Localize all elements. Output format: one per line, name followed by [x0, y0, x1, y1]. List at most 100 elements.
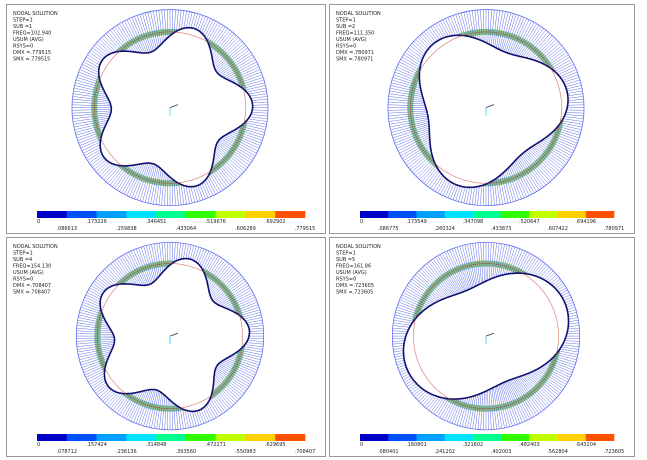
- displacement-vector: [475, 394, 479, 429]
- colorbar-label: .482403: [519, 442, 540, 448]
- displacement-vector: [480, 186, 481, 206]
- info-line: USUM (AVG): [13, 270, 44, 276]
- displacement-vector: [407, 50, 422, 61]
- colorbar-label: .694196: [575, 219, 596, 225]
- displacement-vector: [568, 325, 579, 326]
- displacement-vector: [196, 186, 201, 201]
- colorbar-segment: [529, 211, 558, 218]
- displacement-vector: [393, 323, 411, 326]
- displacement-vector: [399, 367, 407, 370]
- deformed-shape: [99, 28, 253, 187]
- colorbar-label: .314848: [146, 442, 167, 448]
- displacement-vector: [179, 10, 181, 30]
- displacement-vector: [179, 243, 181, 260]
- info-line: FREQ=161.86: [336, 264, 371, 270]
- colorbar-segment: [126, 211, 156, 218]
- displacement-vector: [397, 362, 405, 365]
- colorbar-label: .643204: [575, 442, 596, 448]
- displacement-vector: [250, 117, 268, 119]
- displacement-vector: [568, 310, 576, 312]
- displacement-vector: [111, 394, 123, 409]
- displacement-vector: [245, 345, 263, 347]
- colorbar-label: .723605: [604, 449, 625, 455]
- displacement-vector: [557, 353, 577, 358]
- colorbar-segment: [126, 434, 156, 441]
- colorbar-segment: [186, 211, 216, 218]
- colorbar-segment: [445, 211, 474, 218]
- colorbar-segment: [97, 211, 127, 218]
- displacement-vector: [400, 369, 408, 372]
- info-line: STEP=1: [13, 18, 33, 24]
- displacement-vector: [410, 385, 418, 391]
- displacement-vector: [478, 186, 480, 205]
- displacement-vector: [563, 119, 583, 122]
- displacement-vector: [568, 312, 577, 314]
- colorbar-segment: [216, 211, 246, 218]
- displacement-vector: [409, 384, 417, 389]
- displacement-vector: [395, 315, 415, 320]
- displacement-vector: [249, 331, 263, 332]
- displacement-vector: [104, 165, 117, 180]
- colorbar-segment: [97, 434, 127, 441]
- displacement-vector: [210, 399, 221, 415]
- displacement-vector: [564, 341, 579, 342]
- displacement-vector: [157, 243, 161, 274]
- displacement-vector: [565, 114, 584, 116]
- displacement-vector: [96, 43, 109, 54]
- displacement-vector: [252, 112, 268, 113]
- info-line: SMX =.779515: [13, 57, 50, 63]
- info-line: RSYS=0: [336, 277, 356, 283]
- info-line: DMX =.780971: [336, 50, 374, 56]
- displacement-vector: [98, 163, 110, 174]
- displacement-vector: [167, 399, 168, 430]
- displacement-vector: [210, 173, 221, 191]
- colorbar-label: .402003: [491, 449, 512, 455]
- displacement-vector: [77, 323, 109, 328]
- displacement-vector: [164, 174, 166, 206]
- displacement-vector: [412, 43, 425, 54]
- displacement-vector: [565, 300, 573, 303]
- displacement-vector: [202, 17, 209, 33]
- info-line: SUB =1: [13, 24, 32, 30]
- displacement-vector: [561, 72, 577, 78]
- displacement-vector: [192, 411, 196, 426]
- displacement-vector: [252, 99, 268, 100]
- displacement-vector: [392, 331, 407, 332]
- displacement-vector: [438, 399, 449, 417]
- displacement-vector: [193, 187, 197, 202]
- info-line: SUB =4: [13, 257, 32, 263]
- displacement-vector: [100, 39, 114, 52]
- displacement-vector: [404, 55, 421, 66]
- displacement-vector: [393, 328, 409, 329]
- displacement-vector: [453, 185, 458, 199]
- displacement-vector: [431, 173, 441, 188]
- displacement-vector: [410, 46, 423, 57]
- displacement-vector: [105, 269, 120, 284]
- colorbar-label: .236136: [116, 449, 137, 455]
- colorbar-segment: [245, 211, 275, 218]
- info-line: STEP=1: [13, 251, 33, 257]
- colorbar-label: .086613: [56, 226, 77, 232]
- displacement-vector: [249, 328, 263, 329]
- colorbar-label: .080401: [378, 449, 399, 455]
- displacement-vector: [555, 62, 573, 72]
- displacement-vector: [198, 15, 203, 30]
- colorbar-segment: [501, 434, 530, 441]
- displacement-vector: [184, 11, 187, 28]
- displacement-vector: [433, 398, 444, 413]
- info-line: SUB =5: [336, 257, 355, 263]
- info-line: DMX =.723605: [336, 283, 374, 289]
- displacement-vector: [196, 14, 201, 29]
- displacement-vector: [568, 99, 584, 100]
- displacement-vector: [553, 59, 572, 69]
- colorbar-label: .260324: [434, 226, 455, 232]
- displacement-vector: [450, 185, 456, 199]
- displacement-vector: [389, 94, 423, 99]
- displacement-vector: [401, 372, 408, 375]
- displacement-vector: [73, 96, 110, 100]
- displacement-vector: [568, 315, 577, 317]
- displacement-vector: [393, 346, 404, 347]
- displacement-vector: [73, 114, 111, 118]
